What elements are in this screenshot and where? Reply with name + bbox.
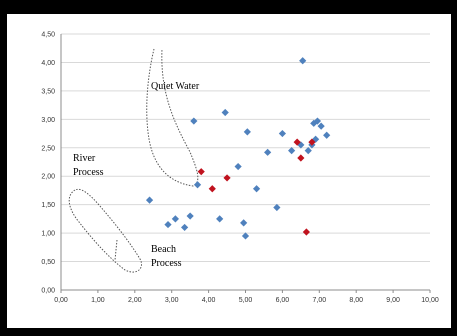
x-tick-label: 1,00 bbox=[91, 297, 105, 304]
blue-data-point bbox=[264, 148, 272, 156]
blue-data-point bbox=[273, 203, 281, 212]
x-tick-labels: 0,00 1,00 2,00 3,00 4,00 5,00 6,00 7,00 8,00 9,00… bbox=[54, 297, 439, 304]
river-process-region bbox=[68, 188, 142, 273]
blue-data-point bbox=[216, 215, 224, 223]
blue-data-point bbox=[299, 57, 307, 65]
y-tick-label: 1,00 bbox=[41, 231, 55, 238]
beach-process-label-line2: Process bbox=[151, 258, 182, 269]
blue-data-point bbox=[240, 219, 248, 227]
y-tick-label: 4,50 bbox=[41, 32, 55, 39]
blue-data-point bbox=[186, 212, 194, 220]
blue-data-point bbox=[221, 108, 229, 117]
blue-data-point bbox=[164, 220, 172, 229]
red-data-point bbox=[302, 228, 310, 236]
y-tick-label: 0,50 bbox=[41, 259, 55, 266]
blue-data-point bbox=[288, 147, 296, 155]
blue-data-point bbox=[323, 131, 331, 139]
scatter-chart: 0,00 0,50 1,00 1,50 2,00 2,50 3,00 3,50 4,00 4,50… bbox=[41, 32, 439, 305]
y-tick-label: 1,50 bbox=[41, 202, 55, 209]
red-data-point bbox=[297, 154, 305, 162]
x-tick-label: 5,00 bbox=[239, 297, 253, 304]
blue-data-point bbox=[193, 181, 202, 189]
quiet-water-label: Quiet Water bbox=[151, 81, 200, 92]
blue-data-point bbox=[297, 141, 305, 149]
red-data-point bbox=[308, 138, 316, 146]
quiet-water-region bbox=[146, 48, 199, 187]
red-data-point bbox=[208, 185, 216, 193]
y-tick-label: 0,00 bbox=[41, 288, 55, 295]
y-tick-label: 4,00 bbox=[41, 60, 55, 67]
red-data-point bbox=[223, 174, 231, 182]
y-tick-label: 2,00 bbox=[41, 174, 55, 181]
blue-data-point bbox=[252, 185, 261, 193]
x-tick-label: 2,00 bbox=[128, 297, 142, 304]
blue-data-point bbox=[145, 196, 154, 204]
y-tick-label: 2,50 bbox=[41, 145, 55, 152]
blue-data-point bbox=[181, 223, 189, 232]
red-data-point bbox=[197, 168, 205, 176]
y-tick-labels: 0,00 0,50 1,00 1,50 2,00 2,50 3,00 3,50 4,00 4,50 bbox=[41, 32, 55, 295]
blue-data-point bbox=[171, 215, 179, 223]
y-tick-label: 3,50 bbox=[41, 88, 55, 95]
river-process-label-line2: Process bbox=[73, 167, 104, 178]
blue-data-point bbox=[243, 128, 251, 136]
beach-process-label-line1: Beach bbox=[151, 244, 176, 255]
gridlines bbox=[61, 33, 430, 263]
axes bbox=[60, 34, 431, 293]
blue-data-point bbox=[190, 117, 198, 125]
blue-data-point bbox=[304, 147, 312, 155]
x-tick-label: 6,00 bbox=[276, 297, 290, 304]
blue-data-point bbox=[317, 122, 325, 130]
blue-data-point bbox=[278, 129, 286, 138]
x-tick-label: 7,00 bbox=[312, 297, 326, 304]
river-process-divider bbox=[114, 239, 118, 261]
x-tick-label: 4,00 bbox=[202, 297, 216, 304]
x-tick-label: 10,00 bbox=[421, 297, 439, 304]
x-tick-label: 0,00 bbox=[54, 297, 68, 304]
blue-data-point bbox=[234, 162, 242, 171]
river-process-label-line1: River bbox=[73, 153, 96, 164]
x-tick-label: 3,00 bbox=[165, 297, 179, 304]
blue-data-point bbox=[241, 232, 250, 240]
x-tick-label: 9,00 bbox=[386, 297, 400, 304]
y-tick-label: 3,00 bbox=[41, 117, 55, 124]
chart-area: 0,00 0,50 1,00 1,50 2,00 2,50 3,00 3,50 4,00 4,50… bbox=[7, 14, 451, 328]
blue-data-point bbox=[313, 117, 322, 125]
red-data-point bbox=[293, 138, 301, 146]
data-points bbox=[145, 57, 331, 240]
x-tick-label: 8,00 bbox=[349, 297, 363, 304]
